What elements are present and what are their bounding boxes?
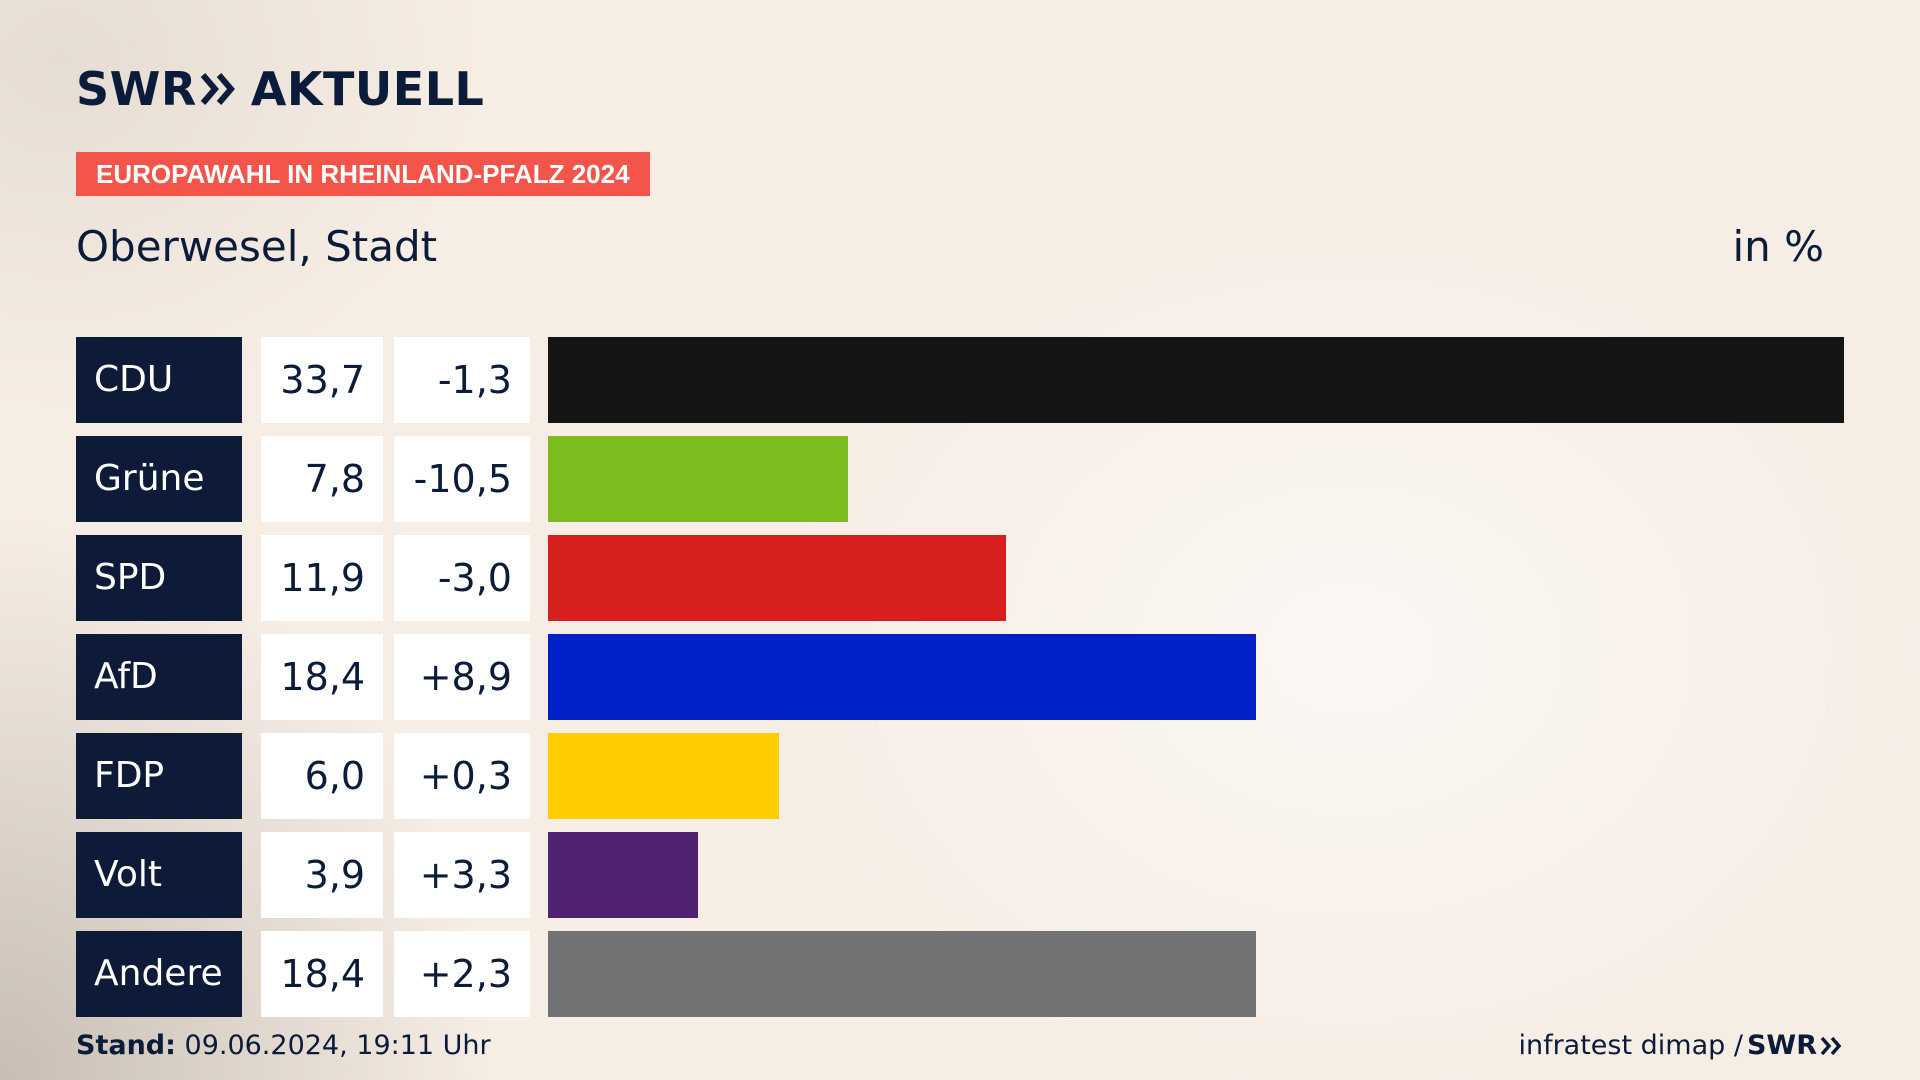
vote-share-bar: [548, 337, 1844, 423]
source-credit: infratest dimap / SWR: [1518, 1030, 1844, 1061]
party-label: AfD: [76, 634, 242, 720]
region-title: Oberwesel, Stadt: [76, 222, 438, 271]
party-label: Grüne: [76, 436, 242, 522]
source-brand: SWR: [1746, 1030, 1817, 1061]
vote-share-value: 18,4: [261, 931, 383, 1017]
vote-share-value: 6,0: [261, 733, 383, 819]
vote-share-value: 33,7: [261, 337, 383, 423]
double-chevron-icon: [1820, 1036, 1844, 1056]
vote-change-value: -3,0: [394, 535, 530, 621]
vote-share-value: 3,9: [261, 832, 383, 918]
swr-aktuell-logo: SWR AKTUELL: [76, 62, 484, 116]
vote-change-value: +0,3: [394, 733, 530, 819]
vote-change-value: -10,5: [394, 436, 530, 522]
party-label: Volt: [76, 832, 242, 918]
stand-label: Stand:: [76, 1030, 176, 1061]
party-label: FDP: [76, 733, 242, 819]
party-label: CDU: [76, 337, 242, 423]
vote-change-value: +3,3: [394, 832, 530, 918]
vote-share-bar: [548, 931, 1256, 1017]
vote-share-bar: [548, 535, 1006, 621]
election-tag: EUROPAWAHL IN RHEINLAND-PFALZ 2024: [76, 152, 650, 196]
unit-label: in %: [1732, 222, 1824, 271]
vote-change-value: +2,3: [394, 931, 530, 1017]
vote-share-bar: [548, 832, 698, 918]
vote-share-value: 11,9: [261, 535, 383, 621]
source-text: infratest dimap /: [1518, 1030, 1743, 1061]
double-chevron-icon: [199, 72, 239, 106]
party-label: SPD: [76, 535, 242, 621]
vote-share-bar: [548, 634, 1256, 720]
logo-swr-text: SWR: [76, 62, 197, 116]
vote-change-value: -1,3: [394, 337, 530, 423]
stand-value: 09.06.2024, 19:11 Uhr: [184, 1030, 491, 1061]
party-label: Andere: [76, 931, 242, 1017]
vote-share-bar: [548, 436, 848, 522]
vote-share-value: 7,8: [261, 436, 383, 522]
vote-share-bar: [548, 733, 779, 819]
vote-share-value: 18,4: [261, 634, 383, 720]
vote-change-value: +8,9: [394, 634, 530, 720]
timestamp: Stand: 09.06.2024, 19:11 Uhr: [76, 1030, 491, 1061]
logo-aktuell-text: AKTUELL: [250, 62, 485, 116]
